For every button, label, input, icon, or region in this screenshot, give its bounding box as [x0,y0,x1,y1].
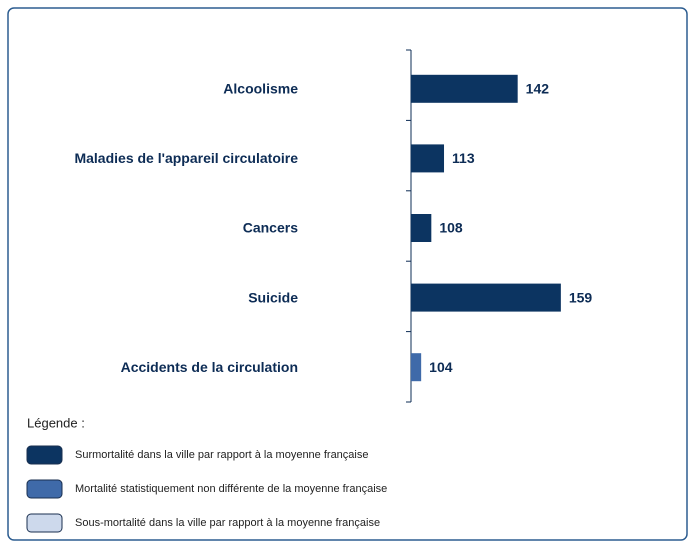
frame [7,7,688,541]
bar [411,214,432,242]
legend-label: Mortalité statistiquement non différente… [75,483,387,495]
legend-label: Sous-mortalité dans la ville par rapport… [75,517,380,529]
legend-swatch [26,445,63,465]
legend-swatch [26,479,63,499]
legend-title: Légende : [27,415,85,430]
legend-swatch [26,513,63,533]
legend-label: Surmortalité dans la ville par rapport à… [75,449,368,461]
category-label: Maladies de l'appareil circulatoire [74,150,298,166]
value-label: 113 [452,150,475,166]
bar [411,74,518,103]
value-label: 108 [439,220,463,236]
bar [411,144,445,173]
category-label: Alcoolisme [223,81,298,97]
value-label: 159 [569,289,593,305]
value-label: 104 [429,359,453,375]
category-label: Accidents de la circulation [121,359,298,375]
category-label: Suicide [248,289,298,305]
bar [411,283,561,312]
bar [411,353,422,382]
value-label: 142 [526,81,550,97]
category-label: Cancers [243,220,298,236]
